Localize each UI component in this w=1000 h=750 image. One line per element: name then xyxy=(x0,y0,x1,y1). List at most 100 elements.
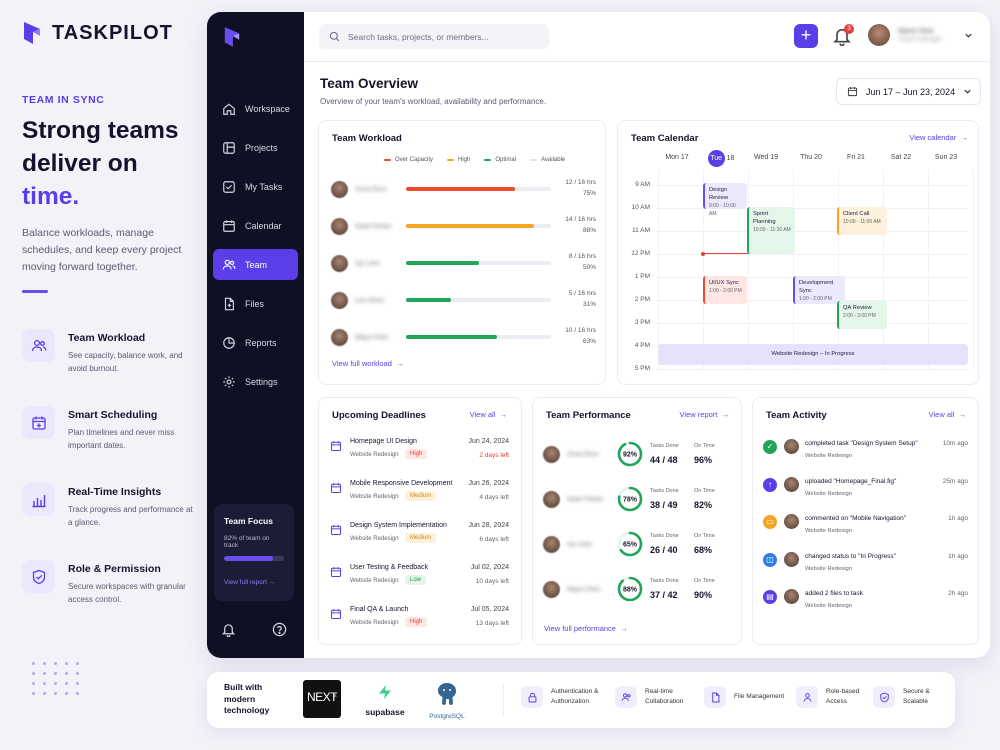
calendar-icon xyxy=(330,441,342,452)
activity-row[interactable]: ▤ added 2 files to task Website Redesign 2h… xyxy=(763,588,968,626)
footer-feature-label: Authentication & Authorization xyxy=(551,688,599,705)
performance-row[interactable]: Maya Chen 88% Tasks Done 37 / 42 On Time 90% xyxy=(543,569,731,614)
sidebar-item-my-tasks[interactable]: My Tasks xyxy=(213,171,298,202)
on-time-value: 96% xyxy=(694,455,713,465)
activity-project: Website Redesign xyxy=(805,528,852,534)
performance-row[interactable]: Anna Ross 92% Tasks Done 44 / 48 On Time 96% xyxy=(543,434,731,479)
hour-label: 5 PM xyxy=(634,365,650,372)
add-button[interactable]: + xyxy=(794,24,818,48)
workload-row[interactable]: Anna Ross 12 / 16 hrs 75% xyxy=(331,175,596,205)
view-full-report-link[interactable]: View full report → xyxy=(224,579,276,586)
bell-icon[interactable] xyxy=(221,622,236,637)
view-full-workload-link[interactable]: View full workload → xyxy=(332,359,404,368)
sidebar-item-settings[interactable]: Settings xyxy=(213,366,298,397)
priority-badge: Medium xyxy=(405,491,437,501)
search-placeholder: Search tasks, projects, or members... xyxy=(348,31,489,42)
workload-hours: 10 / 16 hrs xyxy=(565,327,596,334)
calendar-event[interactable]: Sprint Planning 10:00 - 11:30 AM xyxy=(747,207,795,254)
view-calendar-link[interactable]: View calendar → xyxy=(909,133,968,142)
footer-divider xyxy=(503,684,504,716)
brand-name: TASKPILOT xyxy=(52,21,173,44)
help-icon[interactable] xyxy=(272,622,287,637)
calendar-event[interactable]: Design Review 9:00 - 10:00 AM xyxy=(703,183,747,217)
activity-row[interactable]: ◫ changed status to "In Progress" Website … xyxy=(763,551,968,589)
page-subtitle: Overview of your team's workload, availa… xyxy=(320,97,547,106)
view-report-link[interactable]: View report → xyxy=(679,410,729,419)
headline-accent: time. xyxy=(22,183,80,210)
comment-icon: ▭ xyxy=(763,515,777,529)
activity-row[interactable]: ✓ completed task "Design System Setup" Web… xyxy=(763,438,968,476)
sidebar-item-label: Team xyxy=(245,259,268,270)
view-all-deadlines-link[interactable]: View all → xyxy=(469,410,507,419)
avatar xyxy=(784,551,799,567)
avatar xyxy=(331,181,348,198)
workload-row[interactable]: Maya Chen 10 / 16 hrs 63% xyxy=(331,323,596,353)
view-all-activity-link[interactable]: View all → xyxy=(928,410,966,419)
sidebar-item-reports[interactable]: Reports xyxy=(213,327,298,358)
activity-row[interactable]: ▭ commented on "Mobile Navigation" Website… xyxy=(763,513,968,551)
sidebar-item-calendar[interactable]: Calendar xyxy=(213,210,298,241)
search-input[interactable]: Search tasks, projects, or members... xyxy=(319,24,549,49)
on-time-label: On Time xyxy=(694,533,715,539)
day-gridline xyxy=(883,169,884,369)
workload-row[interactable]: Ivy Lane 8 / 16 hrs 50% xyxy=(331,249,596,279)
calendar-event[interactable]: QA Review 2:00 - 3:00 PM xyxy=(837,301,887,329)
performance-score: 65% xyxy=(623,542,638,549)
deadline-project: Website Redesign xyxy=(350,452,399,458)
workload-row[interactable]: Noah Parker 14 / 16 hrs 88% xyxy=(331,212,596,242)
member-name: Ivy Lane xyxy=(567,541,592,548)
workload-bar xyxy=(406,335,551,339)
avatar xyxy=(331,218,348,235)
performance-row[interactable]: Noah Parker 78% Tasks Done 38 / 49 On Time 82… xyxy=(543,479,731,524)
lock-icon xyxy=(521,686,543,708)
date-range-picker[interactable]: Jun 17 – Jun 23, 2024 xyxy=(836,78,981,105)
collab-icon xyxy=(615,686,637,708)
deadline-date: Jun 24, 2024 xyxy=(468,438,509,445)
workload-legend: Over Capacity High Optimal Available xyxy=(384,157,565,163)
hour-gridline xyxy=(656,369,968,370)
sidebar-item-files[interactable]: Files xyxy=(213,288,298,319)
workload-bar xyxy=(406,261,551,265)
calendar-event[interactable]: Client Call 10:00 - 11:00 AM xyxy=(837,207,887,235)
calendar-event-banner[interactable]: Website Redesign – In Progress xyxy=(658,344,968,365)
notification-count-badge: 3 xyxy=(844,24,854,34)
file-icon xyxy=(224,297,234,310)
performance-ring: 65% xyxy=(617,531,643,557)
performance-row[interactable]: Ivy Lane 65% Tasks Done 26 / 40 On Time 68% xyxy=(543,524,731,569)
deadline-title: Design System Implementation xyxy=(350,522,447,529)
sidebar-item-team[interactable]: Team xyxy=(213,249,298,280)
deadline-row[interactable]: Mobile Responsive Development Website Red… xyxy=(330,478,509,520)
sidebar-footer xyxy=(221,622,287,637)
day-header: Wed 19 xyxy=(754,154,778,161)
workload-row[interactable]: Leo Grant 5 / 16 hrs 31% xyxy=(331,286,596,316)
card-title: Upcoming Deadlines xyxy=(332,410,426,421)
card-title: Team Performance xyxy=(546,410,631,421)
sidebar-item-workspace[interactable]: Workspace xyxy=(213,93,298,124)
hour-label: 1 PM xyxy=(634,273,650,280)
hero-kicker: TEAM IN SYNC xyxy=(22,94,105,106)
hero-divider xyxy=(22,290,48,293)
avatar xyxy=(784,439,799,454)
calendar-event[interactable]: Development Sync 1:00 - 2:00 PM xyxy=(793,276,845,304)
team-icon xyxy=(22,329,55,362)
chevron-down-icon[interactable] xyxy=(964,31,973,40)
hour-label: 10 AM xyxy=(631,204,650,211)
brand: TASKPILOT xyxy=(22,20,183,46)
calendar-event[interactable]: UI/UX Sync 1:00 - 2:00 PM xyxy=(703,276,747,304)
deadline-row[interactable]: User Testing & Feedback Website Redesign L… xyxy=(330,562,509,604)
activity-text: uploaded "Homepage_Final.fig" xyxy=(805,477,897,485)
activity-row[interactable]: ↑ uploaded "Homepage_Final.fig" Website Re… xyxy=(763,476,968,514)
user-menu[interactable]: Name Here Project Manager xyxy=(868,24,942,46)
view-full-performance-link[interactable]: View full performance → xyxy=(544,624,628,633)
deadline-row[interactable]: Homepage UI Design Website Redesign High Ju… xyxy=(330,436,509,478)
built-with-label: Built with modern technology xyxy=(224,682,270,715)
sidebar-item-projects[interactable]: Projects xyxy=(213,132,298,163)
deadline-date: Jun 26, 2024 xyxy=(468,480,509,487)
deadline-row[interactable]: Design System Implementation Website Rede… xyxy=(330,520,509,562)
deadline-row[interactable]: Final QA & Launch Website Redesign High Jul… xyxy=(330,604,509,646)
feature-title: Team Workload xyxy=(68,332,146,344)
postgresql-logo: PostgreSQL xyxy=(425,681,469,720)
app-logo-icon[interactable] xyxy=(223,24,241,50)
hour-label: 4 PM xyxy=(634,342,650,349)
deadline-title: Final QA & Launch xyxy=(350,606,409,613)
